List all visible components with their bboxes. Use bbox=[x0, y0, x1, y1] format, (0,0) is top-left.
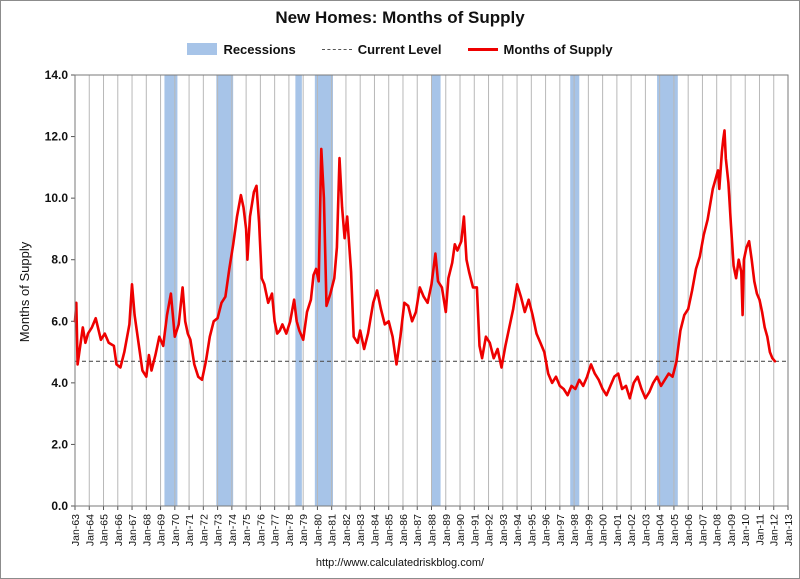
y-tick-label: 6.0 bbox=[51, 314, 68, 328]
x-tick-label: Jan-05 bbox=[669, 514, 681, 546]
x-tick-label: Jan-84 bbox=[369, 514, 381, 546]
x-tick-label: Jan-63 bbox=[70, 514, 82, 546]
x-tick-label: Jan-77 bbox=[270, 514, 282, 546]
x-tick-label: Jan-75 bbox=[241, 514, 253, 546]
x-tick-label: Jan-85 bbox=[384, 514, 396, 546]
x-tick-label: Jan-11 bbox=[754, 514, 766, 545]
x-tick-label: Jan-79 bbox=[298, 514, 310, 546]
x-tick-label: Jan-73 bbox=[213, 514, 225, 546]
x-tick-label: Jan-00 bbox=[598, 514, 610, 546]
chart-title: New Homes: Months of Supply bbox=[275, 8, 525, 27]
y-tick-label: 12.0 bbox=[45, 130, 69, 144]
x-tick-label: Jan-95 bbox=[526, 514, 538, 546]
x-tick-label: Jan-67 bbox=[127, 514, 139, 546]
x-tick-label: Jan-96 bbox=[541, 514, 553, 546]
x-tick-label: Jan-78 bbox=[284, 514, 296, 546]
x-tick-label: Jan-99 bbox=[583, 514, 595, 546]
legend-swatch-current-level bbox=[321, 48, 352, 50]
x-tick-label: Jan-81 bbox=[327, 514, 339, 546]
x-tick-label: Jan-70 bbox=[170, 514, 182, 546]
x-tick-label: Jan-88 bbox=[427, 514, 439, 546]
x-tick-label: Jan-01 bbox=[612, 514, 624, 546]
x-tick-label: Jan-71 bbox=[184, 514, 196, 546]
x-tick-label: Jan-10 bbox=[740, 514, 752, 546]
legend-swatch-recessions bbox=[187, 43, 218, 55]
recession-band-4 bbox=[431, 75, 441, 506]
x-tick-label: Jan-94 bbox=[512, 514, 524, 546]
recession-band-0 bbox=[164, 75, 178, 506]
x-tick-label: Jan-82 bbox=[341, 514, 353, 546]
x-tick-label: Jan-09 bbox=[726, 514, 738, 546]
x-tick-label: Jan-07 bbox=[697, 514, 709, 546]
x-tick-label: Jan-72 bbox=[198, 514, 210, 546]
legend-item-current-level: Current Level bbox=[321, 41, 442, 57]
plot-border bbox=[74, 74, 789, 507]
x-tick-label: Jan-69 bbox=[156, 514, 168, 546]
x-tick-label: Jan-90 bbox=[455, 514, 467, 546]
x-tick-label: Jan-74 bbox=[227, 514, 239, 546]
x-tick-label: Jan-80 bbox=[312, 514, 324, 546]
x-tick-label: Jan-93 bbox=[498, 514, 510, 546]
x-tick-label: Jan-03 bbox=[640, 514, 652, 546]
x-tick-label: Jan-02 bbox=[626, 514, 638, 546]
recession-band-2 bbox=[295, 75, 302, 506]
x-tick-label: Jan-13 bbox=[783, 514, 795, 546]
x-tick-label: Jan-06 bbox=[683, 514, 695, 546]
source-credit: http://www.calculatedriskblog.com/ bbox=[315, 557, 485, 569]
legend-item-recessions: Recessions bbox=[187, 41, 296, 57]
x-tick-label: Jan-68 bbox=[141, 514, 153, 546]
x-tick-label: Jan-89 bbox=[441, 514, 453, 546]
x-tick-label: Jan-83 bbox=[355, 514, 367, 546]
legend-item-months-of-supply: Months of Supply bbox=[467, 41, 613, 57]
x-tick-label: Jan-86 bbox=[398, 514, 410, 546]
recession-band-5 bbox=[570, 75, 580, 506]
series-line-months-of-supply bbox=[73, 129, 777, 400]
y-tick-label: 8.0 bbox=[51, 253, 68, 267]
y-tick-label: 4.0 bbox=[51, 376, 68, 390]
x-tick-label: Jan-97 bbox=[555, 514, 567, 546]
legend-label-recessions: Recessions bbox=[223, 41, 296, 57]
y-tick-label: 14.0 bbox=[45, 68, 69, 82]
y-tick-label: 2.0 bbox=[51, 437, 68, 451]
legend-label-current-level: Current Level bbox=[357, 41, 442, 57]
x-tick-label: Jan-66 bbox=[113, 514, 125, 546]
x-tick-label: Jan-04 bbox=[655, 514, 667, 546]
recession-band-1 bbox=[216, 75, 234, 506]
legend-label-months-of-supply: Months of Supply bbox=[503, 41, 613, 57]
chart-legend: Recessions Current Level Months of Suppl… bbox=[0, 40, 800, 58]
x-tick-label: Jan-76 bbox=[255, 514, 267, 546]
x-tick-label: Jan-98 bbox=[569, 514, 581, 546]
x-tick-label: Jan-64 bbox=[84, 514, 96, 546]
x-tick-label: Jan-08 bbox=[712, 514, 724, 546]
y-tick-label: 10.0 bbox=[45, 191, 69, 205]
x-tick-label: Jan-87 bbox=[412, 514, 424, 546]
recession-band-6 bbox=[657, 75, 678, 506]
x-tick-label: Jan-65 bbox=[99, 514, 111, 546]
x-tick-label: Jan-12 bbox=[769, 514, 781, 546]
x-tick-label: Jan-92 bbox=[484, 514, 496, 546]
x-tick-label: Jan-91 bbox=[469, 514, 481, 546]
y-tick-label: 0.0 bbox=[51, 499, 68, 513]
legend-swatch-months-of-supply bbox=[467, 47, 498, 51]
